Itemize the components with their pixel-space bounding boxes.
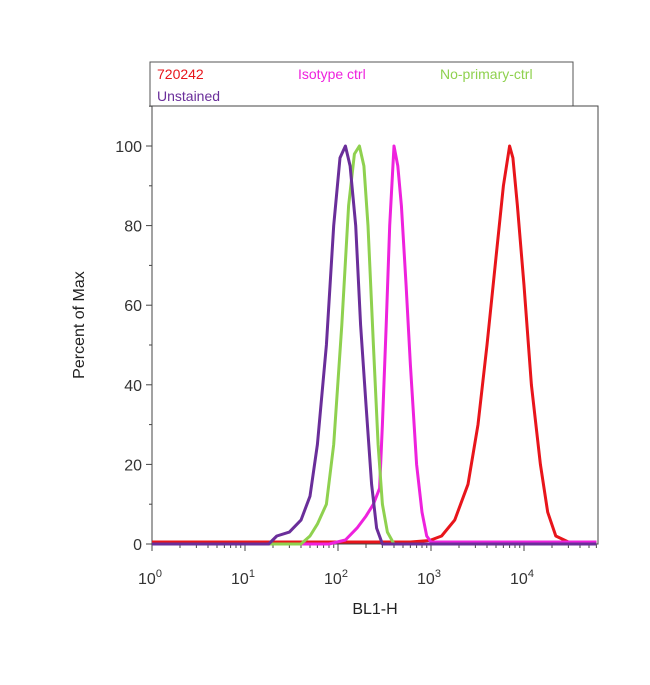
legend-entry: No-primary-ctrl	[440, 66, 533, 82]
x-tick-label: 101	[231, 568, 255, 588]
plot-frame	[151, 105, 599, 545]
legend-entry: 720242	[157, 66, 204, 82]
y-tick-label: 0	[133, 537, 142, 554]
x-tick-label: 104	[510, 568, 534, 588]
x-tick-label: 103	[417, 568, 441, 588]
series-line	[152, 144, 597, 544]
x-axis-label: BL1-H	[352, 601, 397, 618]
y-tick-label: 80	[124, 219, 142, 236]
series-line	[152, 144, 597, 546]
legend-entry: Unstained	[157, 88, 220, 104]
y-tick-label: 100	[115, 139, 142, 156]
legend: 720242 Isotype ctrl No-primary-ctrl Unstain…	[157, 66, 533, 104]
y-axis: 0 20 40 60 80 100	[115, 105, 152, 554]
x-tick-label: 102	[324, 568, 348, 588]
series-lines	[152, 144, 597, 546]
legend-box	[149, 61, 574, 107]
y-tick-label: 40	[124, 378, 142, 395]
legend-entry: Isotype ctrl	[298, 66, 366, 82]
y-tick-label: 60	[124, 298, 142, 315]
x-tick-label: 100	[138, 568, 162, 588]
y-tick-label: 20	[124, 457, 142, 474]
series-line	[152, 144, 597, 546]
x-axis: 100 101 102 103 104	[138, 544, 597, 588]
series-line	[152, 144, 597, 546]
y-axis-label: Percent of Max	[71, 271, 88, 379]
